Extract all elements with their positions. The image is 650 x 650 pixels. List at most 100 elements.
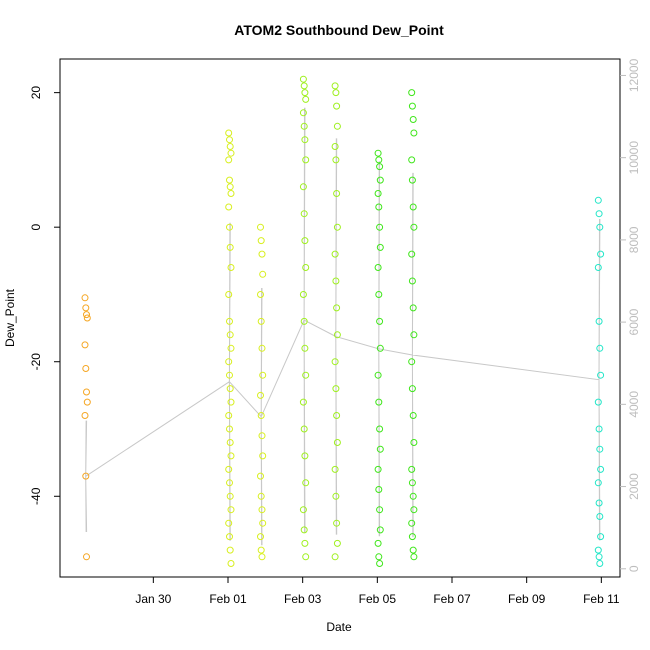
data-point <box>408 156 416 164</box>
data-point <box>376 344 384 352</box>
data-point <box>376 317 384 325</box>
y-right-tick-label: 6000 <box>627 308 641 335</box>
data-point <box>300 82 308 90</box>
data-point <box>375 398 383 406</box>
data-point <box>225 412 233 419</box>
data-point <box>259 452 267 460</box>
data-point <box>410 439 418 446</box>
data-point <box>299 398 307 406</box>
data-point <box>226 136 233 144</box>
data-point <box>226 479 233 487</box>
data-point <box>331 143 339 150</box>
data-point <box>300 317 308 325</box>
data-point <box>301 452 309 460</box>
data-point <box>594 398 602 406</box>
data-point <box>376 163 384 171</box>
data-point <box>226 385 234 393</box>
data-point <box>594 479 602 487</box>
altitude-trace-layer <box>85 107 601 546</box>
data-point <box>597 250 605 258</box>
data-point <box>258 250 266 258</box>
data-point <box>333 122 341 130</box>
data-point <box>374 371 382 379</box>
data-point <box>376 243 384 251</box>
data-point <box>302 95 310 103</box>
data-point <box>226 183 234 191</box>
data-point <box>408 176 416 184</box>
data-point <box>226 243 234 251</box>
data-point <box>374 264 382 271</box>
data-point <box>410 553 418 561</box>
data-point <box>333 539 341 547</box>
data-point <box>227 398 235 406</box>
data-point <box>301 237 309 245</box>
data-point <box>374 149 382 157</box>
data-point <box>409 412 417 419</box>
data-point <box>595 425 603 433</box>
data-point <box>226 317 233 325</box>
data-point <box>410 506 418 514</box>
data-point <box>595 553 603 561</box>
data-point <box>408 102 416 110</box>
data-point <box>257 472 264 480</box>
data-point <box>258 432 266 440</box>
x-tick-label: Feb 11 <box>583 592 620 606</box>
data-point <box>227 506 235 514</box>
data-point <box>227 264 235 271</box>
data-point <box>408 479 416 487</box>
x-axis-label: Date <box>326 620 352 634</box>
data-point <box>301 136 309 144</box>
data-point <box>257 533 264 541</box>
data-point <box>227 344 235 352</box>
data-point <box>331 553 339 561</box>
data-point <box>376 445 384 453</box>
data-point <box>227 190 235 197</box>
y-left-tick-label: -40 <box>29 487 43 505</box>
data-point <box>332 89 340 97</box>
data-point <box>257 492 265 500</box>
data-point <box>408 533 416 541</box>
data-point <box>226 439 234 446</box>
data-point <box>408 250 416 258</box>
data-point <box>332 277 340 285</box>
data-point <box>83 314 91 322</box>
data-point <box>376 560 384 567</box>
data-point <box>376 223 384 231</box>
data-point <box>299 183 307 191</box>
data-point <box>596 445 604 453</box>
data-point <box>597 533 605 541</box>
data-point <box>258 553 266 561</box>
data-point <box>83 388 90 396</box>
data-point <box>333 519 341 527</box>
data-point <box>331 250 339 258</box>
data-point <box>409 492 417 500</box>
data-point <box>333 190 341 197</box>
data-point <box>83 553 90 561</box>
data-point <box>258 344 266 352</box>
data-point <box>333 102 341 110</box>
data-point <box>225 358 233 366</box>
data-point <box>225 129 233 137</box>
data-point <box>594 546 602 554</box>
data-point <box>226 546 234 554</box>
data-point <box>302 156 310 164</box>
data-point <box>408 358 416 366</box>
data-point <box>227 560 235 567</box>
data-point <box>410 129 418 137</box>
data-point <box>333 412 341 419</box>
x-tick-label: Feb 03 <box>284 592 322 606</box>
data-point <box>408 465 416 473</box>
x-tick-label: Feb 07 <box>433 592 471 606</box>
data-point <box>257 391 264 399</box>
data-point <box>82 365 90 372</box>
data-point <box>408 385 416 393</box>
y-right-tick-label: 4000 <box>627 391 641 418</box>
x-tick-label: Feb 09 <box>508 592 546 606</box>
data-point <box>83 311 90 319</box>
data-point <box>299 75 307 83</box>
data-point <box>408 519 416 527</box>
data-point <box>410 223 418 231</box>
data-point <box>81 412 89 419</box>
y-left-tick-label: 0 <box>29 224 43 231</box>
data-point <box>225 291 233 298</box>
